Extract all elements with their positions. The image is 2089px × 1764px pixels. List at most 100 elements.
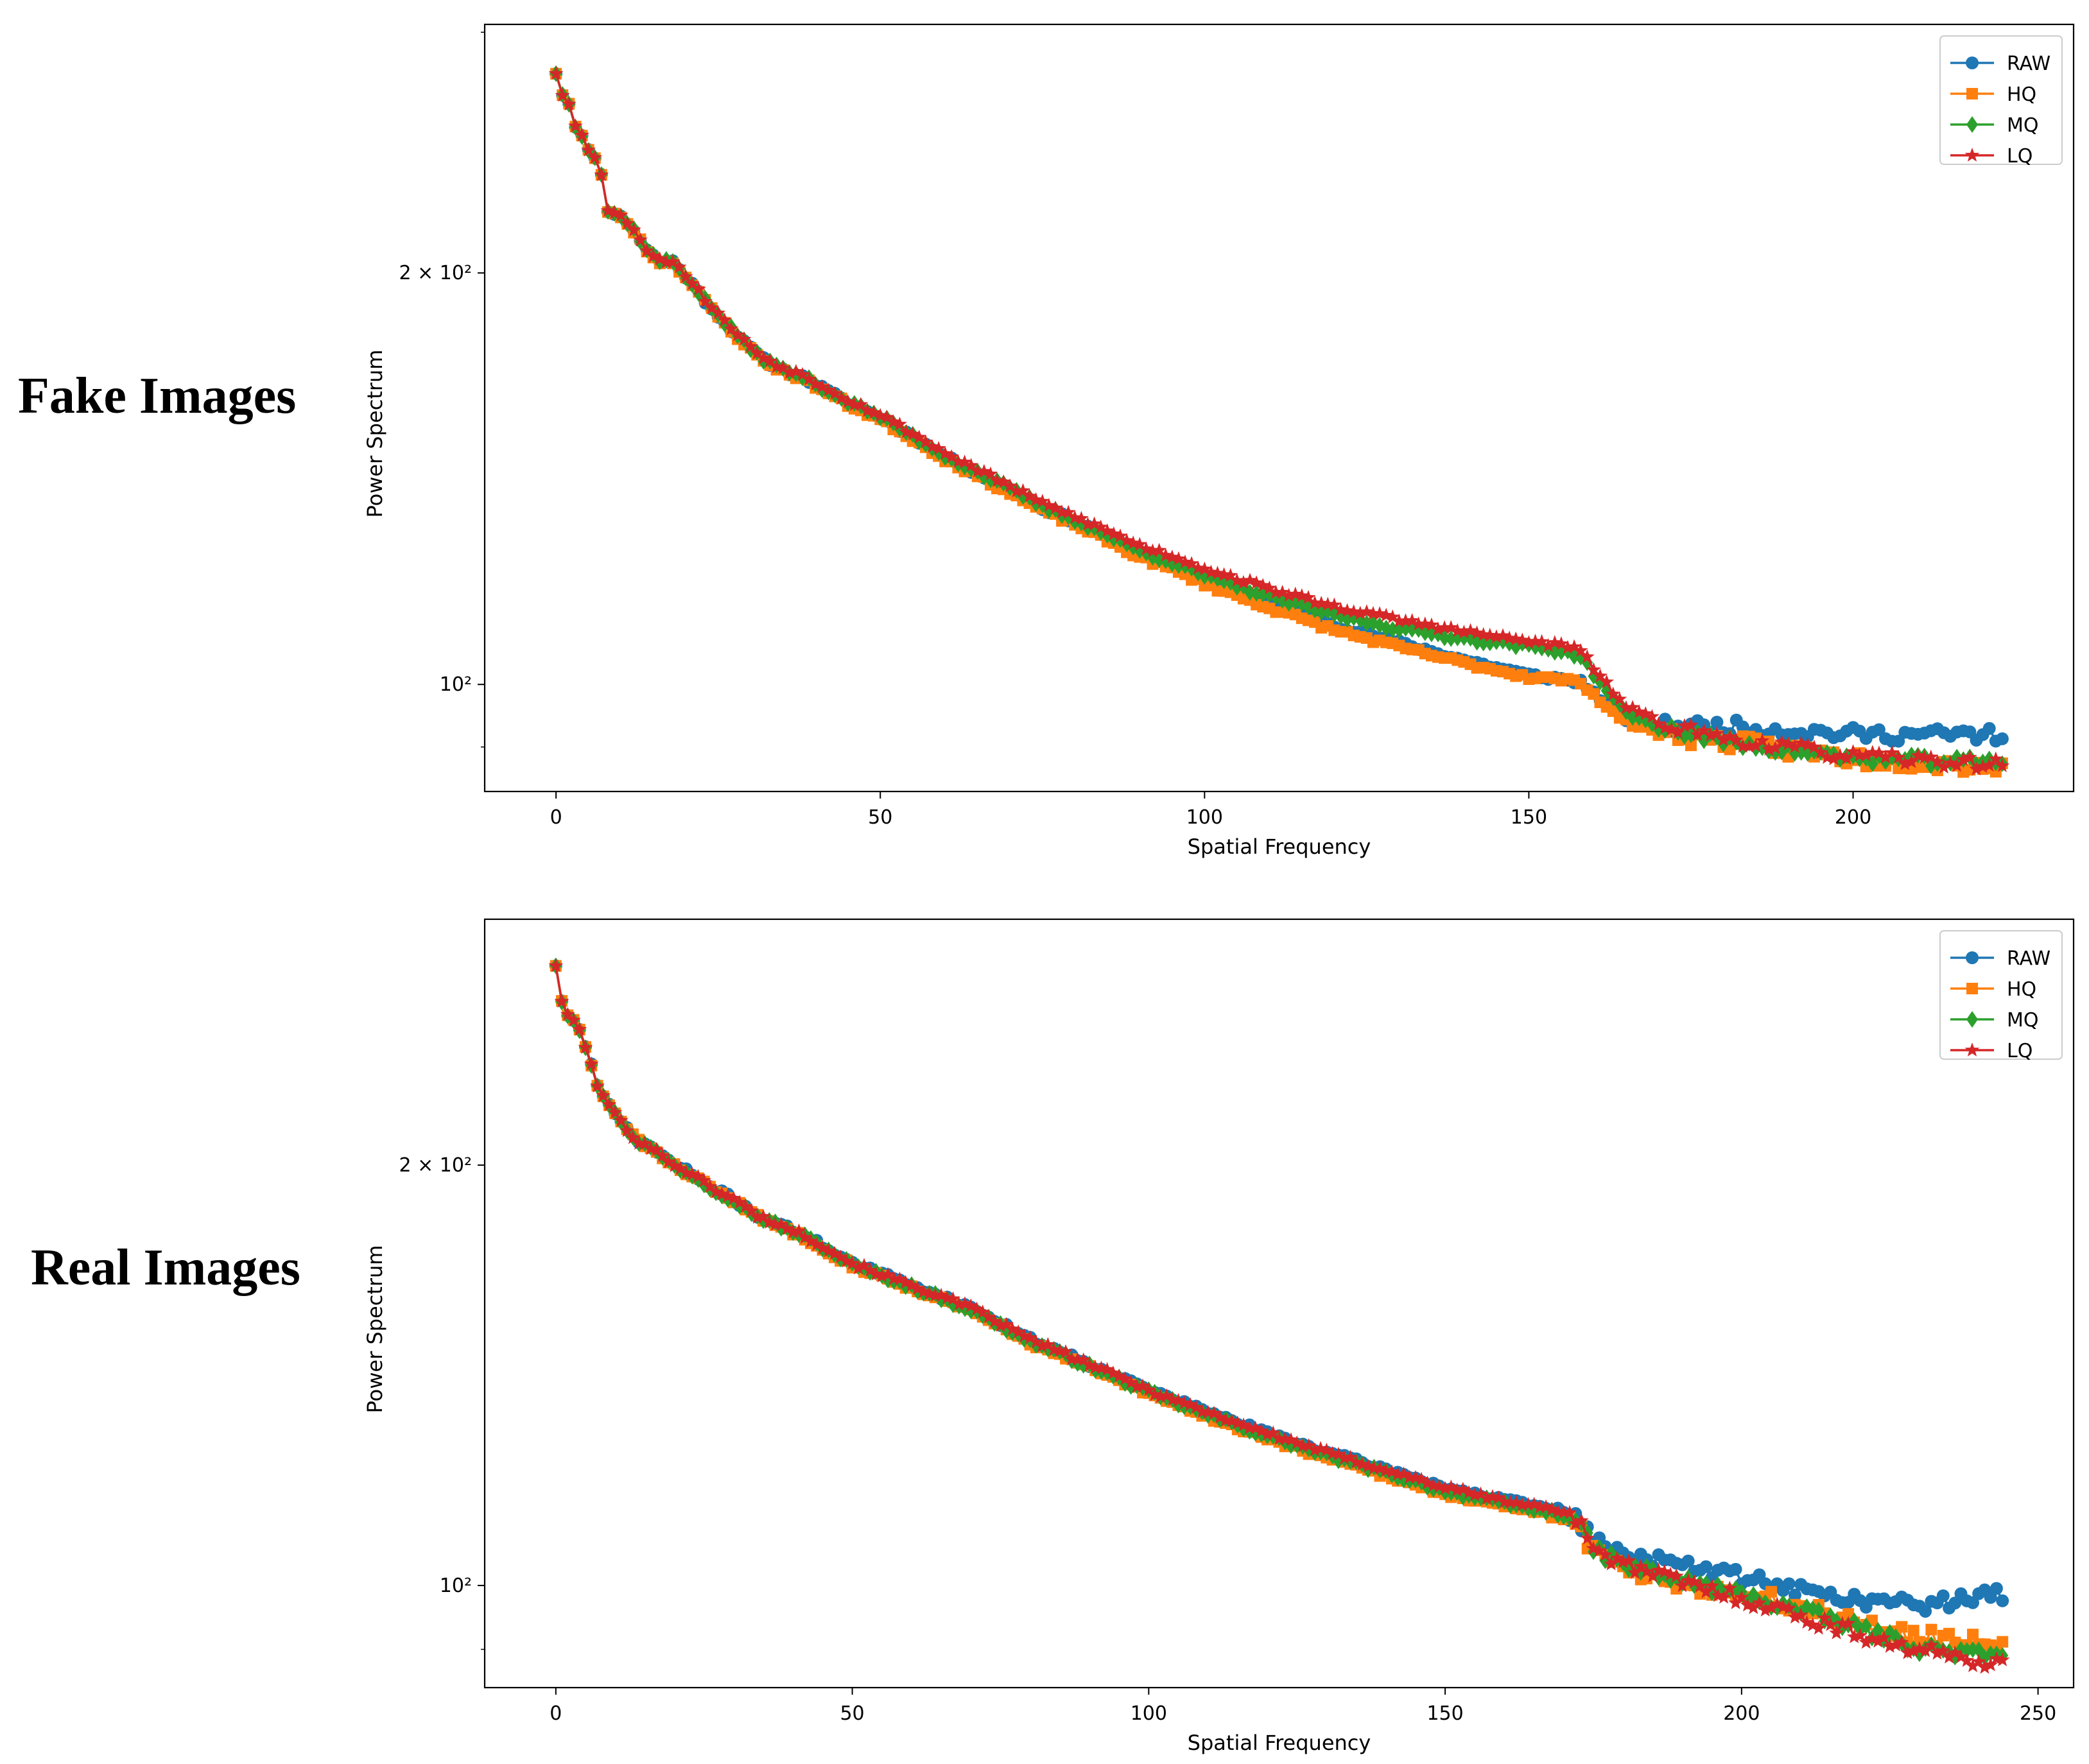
- point-lq: [1411, 616, 1426, 631]
- point-lq: [1781, 736, 1796, 750]
- point-lq: [1152, 542, 1166, 557]
- plot-area: [548, 957, 2010, 1674]
- point-lq: [1224, 1413, 1239, 1428]
- point-lq: [860, 403, 875, 417]
- row-label-fake-images: Fake Images: [18, 368, 297, 424]
- point-lq: [1690, 727, 1705, 741]
- point-raw: [1789, 1588, 1801, 1602]
- point-lq: [1028, 1334, 1044, 1349]
- point-lq: [763, 353, 777, 368]
- point-lq: [1823, 1617, 1838, 1631]
- point-lq: [584, 1056, 599, 1071]
- point-raw: [1919, 1605, 1932, 1618]
- point-lq: [1878, 749, 1893, 764]
- point-lq: [717, 313, 732, 327]
- point-lq: [951, 1296, 967, 1311]
- point-lq: [1017, 1328, 1032, 1343]
- point-lq: [1983, 1657, 1998, 1672]
- point-lq: [1184, 556, 1199, 570]
- point-lq: [1859, 1634, 1874, 1649]
- point-lq: [1301, 590, 1316, 604]
- point-lq: [1971, 1654, 1986, 1668]
- point-lq: [1489, 629, 1504, 644]
- series-mq: [550, 957, 2009, 1666]
- point-lq: [1190, 560, 1206, 575]
- point-lq: [1891, 750, 1906, 764]
- y-axis-label: Power Spectrum: [363, 350, 387, 518]
- point-lq: [1034, 1338, 1050, 1353]
- point-lq: [732, 1195, 747, 1209]
- point-lq: [1917, 750, 1932, 764]
- point-lq: [838, 1253, 854, 1268]
- point-lq: [691, 281, 706, 296]
- point-hq: [1943, 1627, 1955, 1639]
- point-lq: [1087, 516, 1102, 531]
- legend-label-mq: MQ: [2007, 1009, 2039, 1032]
- point-lq: [1153, 1388, 1168, 1403]
- point-lq: [1669, 1568, 1684, 1583]
- point-lq: [1534, 634, 1549, 648]
- point-lq: [1675, 1578, 1690, 1593]
- point-lq: [1853, 1628, 1868, 1642]
- point-lq: [1955, 752, 1971, 766]
- point-lq: [1947, 1645, 1963, 1659]
- point-lq: [1016, 483, 1030, 497]
- point-lq: [1307, 595, 1322, 610]
- point-lq: [1943, 755, 1958, 770]
- point-lq: [1735, 738, 1751, 753]
- point-lq: [1230, 1415, 1245, 1430]
- point-lq: [1491, 1490, 1506, 1505]
- point-lq: [1373, 1460, 1387, 1475]
- point-lq: [1988, 751, 2004, 766]
- point-lq: [1748, 738, 1764, 752]
- point-lq: [975, 1304, 991, 1319]
- point-lq: [1638, 706, 1653, 720]
- point-lq: [957, 454, 972, 469]
- point-lq: [969, 1301, 984, 1316]
- point-lq: [672, 259, 687, 273]
- point-lq: [1918, 1643, 1933, 1657]
- legend-label-mq: MQ: [2007, 114, 2039, 137]
- point-lq: [684, 276, 700, 290]
- point-lq: [1469, 625, 1484, 639]
- point-lq: [738, 1198, 753, 1213]
- point-lq: [1064, 1351, 1079, 1366]
- point-lq: [1977, 1659, 1992, 1674]
- series-line-hq: [555, 965, 2004, 1648]
- point-lq: [1461, 1485, 1477, 1500]
- legend-label-raw: RAW: [2007, 53, 2050, 75]
- point-lq: [933, 1288, 949, 1302]
- point-lq: [1995, 758, 2010, 772]
- point-lq: [795, 367, 810, 381]
- point-lq: [1975, 759, 1990, 774]
- point-lq: [1009, 483, 1024, 498]
- point-lq: [993, 1318, 1008, 1332]
- series-lq: [548, 65, 2010, 775]
- point-lq: [1906, 1643, 1921, 1657]
- point-lq: [1651, 716, 1666, 731]
- point-lq: [1353, 605, 1368, 620]
- point-lq: [1261, 580, 1277, 595]
- point-lq: [1683, 717, 1699, 732]
- point-lq: [750, 1209, 765, 1224]
- point-lq: [1734, 1589, 1749, 1604]
- point-lq: [1093, 519, 1109, 534]
- point-lq: [607, 1105, 623, 1119]
- point-lq: [1100, 1362, 1115, 1376]
- point-lq: [964, 458, 979, 472]
- point-lq: [851, 1260, 866, 1275]
- point-lq: [1692, 1578, 1708, 1593]
- point-lq: [814, 379, 829, 393]
- point-lq: [581, 143, 596, 157]
- y-tick-label: 10²: [440, 1575, 472, 1597]
- point-lq: [1606, 686, 1621, 701]
- point-lq: [1455, 1482, 1471, 1496]
- point-lq: [1774, 734, 1789, 748]
- point-lq: [1269, 585, 1283, 599]
- point-lq: [937, 445, 953, 460]
- point-lq: [560, 1007, 575, 1021]
- point-lq: [1183, 1397, 1198, 1411]
- x-tick-label: 200: [1835, 806, 1871, 829]
- point-lq: [1145, 543, 1160, 558]
- point-lq: [1260, 1426, 1275, 1441]
